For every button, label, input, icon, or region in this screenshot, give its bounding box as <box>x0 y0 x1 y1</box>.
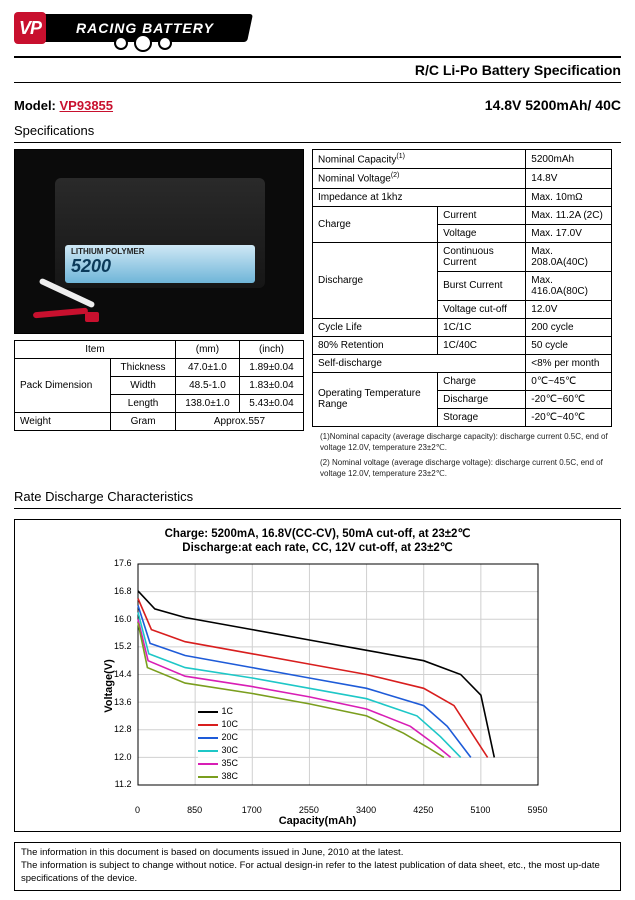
legend-item: 38C <box>198 770 239 783</box>
doc-title: R/C Li-Po Battery Specification <box>14 62 621 78</box>
y-tick: 14.4 <box>106 669 132 679</box>
x-tick: 5100 <box>465 805 495 815</box>
model-short-spec: 14.8V 5200mAh/ 40C <box>485 97 621 113</box>
disclaimer-line: The information in this document is base… <box>21 847 614 860</box>
divider <box>14 56 621 58</box>
chart-heading: Rate Discharge Characteristics <box>14 489 621 504</box>
table-row: Self-discharge<8% per month <box>313 354 612 372</box>
dim-header-mm: (mm) <box>175 341 239 359</box>
y-tick: 12.8 <box>106 724 132 734</box>
y-tick: 12.0 <box>106 752 132 762</box>
x-tick: 2550 <box>294 805 324 815</box>
x-axis-label: Capacity(mAh) <box>23 815 612 827</box>
disclaimer-box: The information in this document is base… <box>14 842 621 890</box>
chart-title-1: Charge: 5200mA, 16.8V(CC-CV), 50mA cut-o… <box>23 526 612 540</box>
x-tick: 0 <box>123 805 153 815</box>
spec-note-2: (2) Nominal voltage (average discharge v… <box>320 457 621 479</box>
legend-item: 1C <box>198 705 239 718</box>
specs-heading: Specifications <box>14 123 621 138</box>
x-tick: 1700 <box>237 805 267 815</box>
divider <box>14 142 621 143</box>
logo-vp-badge: VP <box>14 12 46 44</box>
table-row: Nominal Voltage(2)14.8V <box>313 169 612 188</box>
table-row: Operating Temperature RangeCharge0℃~45℃ <box>313 372 612 390</box>
divider <box>14 508 621 509</box>
table-row: Impedance at 1khzMax. 10mΩ <box>313 188 612 206</box>
y-tick: 15.2 <box>106 641 132 651</box>
chart-title-2: Discharge:at each rate, CC, 12V cut-off,… <box>23 540 612 554</box>
spec-note-1: (1)Nominal capacity (average discharge c… <box>320 431 621 453</box>
y-tick: 17.6 <box>106 558 132 568</box>
x-tick: 5950 <box>523 805 553 815</box>
table-row: ChargeCurrentMax. 11.2A (2C) <box>313 206 612 224</box>
table-row: Cycle Life1C/1C200 cycle <box>313 318 612 336</box>
logo-gears-icon <box>114 36 204 52</box>
dim-header-inch: (inch) <box>239 341 303 359</box>
brand-logo: VP RACING BATTERY <box>14 8 621 54</box>
divider <box>14 82 621 83</box>
y-tick: 16.8 <box>106 586 132 596</box>
chart-legend: 1C10C20C30C35C38C <box>198 705 239 783</box>
legend-item: 35C <box>198 757 239 770</box>
x-tick: 850 <box>180 805 210 815</box>
discharge-chart: Charge: 5200mA, 16.8V(CC-CV), 50mA cut-o… <box>14 519 621 832</box>
dim-header-item: Item <box>15 341 176 359</box>
table-row: DischargeContinuous CurrentMax. 208.0A(4… <box>313 242 612 271</box>
dimension-table: Item (mm) (inch) Pack Dimension Thicknes… <box>14 340 304 431</box>
product-image: LITHIUM POLYMER 5200 <box>14 149 304 334</box>
table-row: Nominal Capacity(1)5200mAh <box>313 150 612 169</box>
x-tick: 4250 <box>408 805 438 815</box>
x-tick: 3400 <box>351 805 381 815</box>
y-tick: 16.0 <box>106 614 132 624</box>
legend-item: 20C <box>198 731 239 744</box>
model-label: Model: VP93855 <box>14 98 113 113</box>
legend-item: 10C <box>198 718 239 731</box>
model-row: Model: VP93855 14.8V 5200mAh/ 40C <box>14 97 621 113</box>
table-row: Weight Gram Approx.557 <box>15 413 304 431</box>
spec-table: Nominal Capacity(1)5200mAh Nominal Volta… <box>312 149 612 427</box>
disclaimer-line: The information is subject to change wit… <box>21 860 614 886</box>
model-value: VP93855 <box>60 98 114 113</box>
table-row: Pack Dimension Thickness47.0±1.01.89±0.0… <box>15 359 304 377</box>
table-row: 80% Retention1C/40C50 cycle <box>313 336 612 354</box>
y-tick: 11.2 <box>106 779 132 789</box>
legend-item: 30C <box>198 744 239 757</box>
y-tick: 13.6 <box>106 697 132 707</box>
